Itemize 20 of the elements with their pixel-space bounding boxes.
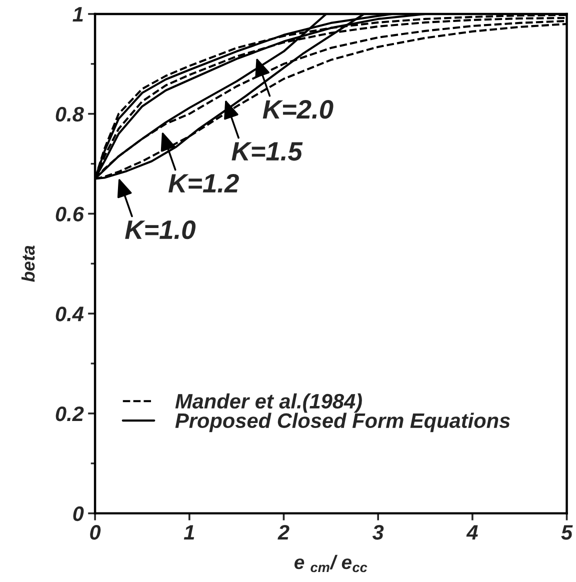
legend-label: Proposed Closed Form Equations (175, 412, 510, 432)
y-tick-label: 0.8 (56, 106, 84, 122)
x-tick-label: 3 (372, 524, 384, 540)
x-tick-label: 5 (561, 525, 573, 540)
y-axis-title: beta (21, 246, 35, 282)
y-tick-label: 0.4 (56, 306, 84, 322)
x-tick-label: 1 (184, 525, 194, 540)
x-axis-title: e $_{cm}$/ e$_{cc}$ (294, 554, 368, 572)
legend-label: Mander et al.(1984) (175, 393, 362, 413)
y-tick-label: 0 (73, 506, 84, 522)
annotation: K=2.0 (262, 100, 334, 119)
annotation: K=1.5 (232, 142, 303, 161)
annotation: K=1.2 (168, 174, 239, 192)
x-tick-label: 4 (466, 525, 478, 540)
x-tick-label: 0 (90, 524, 101, 540)
annotation: K=1.0 (125, 220, 196, 240)
y-tick-label: 0.2 (56, 406, 84, 422)
y-tick-label: 1 (72, 7, 83, 22)
y-tick-label: 0.6 (56, 206, 84, 222)
x-tick-label: 2 (278, 524, 290, 540)
